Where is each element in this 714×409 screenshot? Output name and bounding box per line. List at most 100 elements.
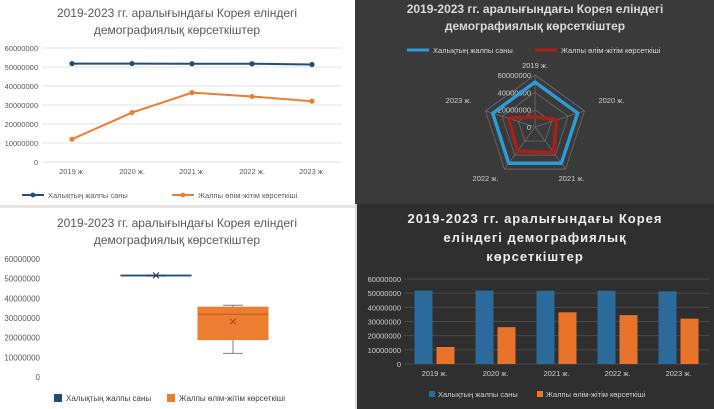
x-tick-label: 2023 ж. bbox=[299, 167, 325, 176]
x-tick-label: 2021 ж. bbox=[179, 167, 205, 176]
legend-marker bbox=[167, 394, 175, 402]
r-tick-label: 40000000 bbox=[498, 88, 531, 97]
series-line bbox=[506, 114, 559, 155]
chart-title-line1: 2019-2023 гг. аралығындағы Корея еліндег… bbox=[57, 6, 297, 20]
panel-divider bbox=[355, 204, 357, 409]
x-tick-label: 2022 ж. bbox=[239, 167, 265, 176]
radar-grid bbox=[501, 91, 569, 156]
series-line bbox=[71, 91, 313, 141]
y-tick-label: 0 bbox=[36, 373, 41, 382]
x-tick-label: 2019 ж. bbox=[59, 167, 85, 176]
y-tick-label: 60000000 bbox=[368, 275, 401, 284]
legend-label: Жалпы өлім-жітім көрсеткіші bbox=[179, 394, 285, 403]
y-tick-label: 20000000 bbox=[5, 120, 38, 129]
chart-title-line3: көрсеткіштер bbox=[486, 249, 584, 264]
bar bbox=[558, 312, 577, 364]
y-tick-label: 40000000 bbox=[4, 294, 40, 303]
bar bbox=[475, 290, 494, 364]
y-tick-label: 30000000 bbox=[4, 314, 40, 323]
radar-chart-panel: 2019-2023 гг. аралығындағы Корея еліндег… bbox=[355, 0, 714, 205]
y-tick-label: 50000000 bbox=[5, 63, 38, 72]
legend-label: Жалпы өлім-жітім көрсеткіші bbox=[546, 390, 646, 399]
bar bbox=[497, 327, 516, 364]
r-tick-label: 0 bbox=[527, 123, 531, 132]
category-label: 2020 ж. bbox=[598, 96, 624, 105]
bar bbox=[436, 347, 455, 364]
data-point bbox=[69, 136, 75, 142]
radar-grid bbox=[485, 74, 585, 170]
data-point bbox=[309, 61, 315, 68]
legend-label: Жалпы өлім-жітім көрсеткіші bbox=[561, 46, 661, 55]
chart-title-line1: 2019-2023 гг. аралығындағы Корея еліндег… bbox=[57, 216, 297, 230]
r-tick-label: 20000000 bbox=[498, 106, 531, 115]
legend-label: Халықтың жалпы саны bbox=[433, 46, 513, 55]
data-point bbox=[309, 98, 315, 104]
y-tick-label: 60000000 bbox=[5, 44, 38, 53]
x-tick-label: 2019 ж. bbox=[422, 369, 448, 378]
chart-title-line2: демографиялық көрсеткіштер bbox=[94, 23, 261, 37]
y-tick-label: 50000000 bbox=[368, 289, 401, 298]
legend-label: Халықтың жалпы саны bbox=[66, 394, 151, 403]
y-tick-label: 10000000 bbox=[368, 346, 401, 355]
chart-title-line2: еліндегі демографиялық bbox=[443, 230, 626, 245]
box bbox=[197, 306, 269, 341]
chart-title-line1: 2019-2023 гг. аралығындағы Корея еліндег… bbox=[407, 2, 664, 16]
line-chart: 2019-2023 гг. аралығындағы Корея еліндег… bbox=[5, 6, 342, 200]
legend-marker bbox=[54, 394, 62, 402]
legend-label: Жалпы өлім-жітім көрсеткіші bbox=[198, 191, 298, 200]
x-tick-label: 2023 ж. bbox=[666, 369, 692, 378]
y-tick-label: 0 bbox=[397, 360, 401, 369]
bar bbox=[597, 290, 616, 364]
chart-title-line2: демографиялық көрсеткіштер bbox=[445, 19, 625, 33]
panel-divider bbox=[0, 205, 355, 208]
data-point bbox=[189, 61, 195, 67]
data-point bbox=[249, 93, 255, 100]
bar bbox=[680, 318, 699, 364]
bar-chart-panel: 2019-2023 гг. аралығындағы Корея еліндег… bbox=[357, 204, 714, 409]
category-label: 2019 ж. bbox=[522, 61, 548, 70]
bar-chart: 2019-2023 гг. аралығындағы Корея еліндег… bbox=[368, 211, 709, 399]
y-tick-label: 10000000 bbox=[4, 353, 40, 362]
chart-title-line2: демографиялық көрсеткіштер bbox=[94, 233, 261, 247]
legend-marker bbox=[30, 192, 36, 198]
y-tick-label: 20000000 bbox=[368, 332, 401, 341]
box-chart: 2019-2023 гг. аралығындағы Корея еліндег… bbox=[4, 216, 297, 403]
legend-marker bbox=[180, 192, 186, 198]
data-point bbox=[249, 61, 255, 67]
category-label: 2023 ж. bbox=[446, 96, 472, 105]
y-tick-label: 40000000 bbox=[368, 303, 401, 312]
series-line bbox=[490, 80, 580, 165]
legend-marker bbox=[537, 391, 543, 397]
r-tick-label: 60000000 bbox=[498, 71, 531, 80]
mean-marker bbox=[229, 318, 237, 325]
data-point bbox=[69, 60, 75, 67]
x-tick-label: 2020 ж. bbox=[119, 167, 145, 176]
y-tick-label: 10000000 bbox=[5, 139, 38, 148]
bar bbox=[658, 291, 677, 364]
y-tick-label: 40000000 bbox=[5, 82, 38, 91]
line-chart-panel: 2019-2023 гг. аралығындағы Корея еліндег… bbox=[0, 0, 355, 205]
x-tick-label: 2020 ж. bbox=[483, 369, 509, 378]
bar bbox=[619, 315, 638, 364]
legend-marker bbox=[429, 391, 435, 397]
y-tick-label: 30000000 bbox=[5, 101, 38, 110]
data-point bbox=[129, 60, 135, 67]
box-chart-panel: 2019-2023 гг. аралығындағы Корея еліндег… bbox=[0, 208, 355, 409]
data-point bbox=[189, 90, 195, 96]
x-tick-label: 2022 ж. bbox=[605, 369, 631, 378]
y-tick-label: 60000000 bbox=[4, 255, 40, 264]
bar bbox=[536, 290, 555, 364]
radar-chart: 2019-2023 гг. аралығындағы Корея еліндег… bbox=[407, 2, 664, 183]
category-label: 2021 ж. bbox=[559, 174, 585, 183]
y-tick-label: 50000000 bbox=[4, 275, 40, 284]
category-label: 2022 ж. bbox=[473, 174, 499, 183]
bar bbox=[414, 290, 433, 364]
legend-label: Халықтың жалпы саны bbox=[48, 191, 128, 200]
y-tick-label: 0 bbox=[34, 158, 38, 167]
legend-label: Халықтың жалпы саны bbox=[438, 390, 518, 399]
data-point bbox=[129, 110, 135, 116]
y-tick-label: 20000000 bbox=[4, 334, 40, 343]
y-tick-label: 30000000 bbox=[368, 318, 401, 327]
chart-title-line1: 2019-2023 гг. аралығындағы Корея bbox=[408, 211, 663, 226]
x-tick-label: 2021 ж. bbox=[544, 369, 570, 378]
